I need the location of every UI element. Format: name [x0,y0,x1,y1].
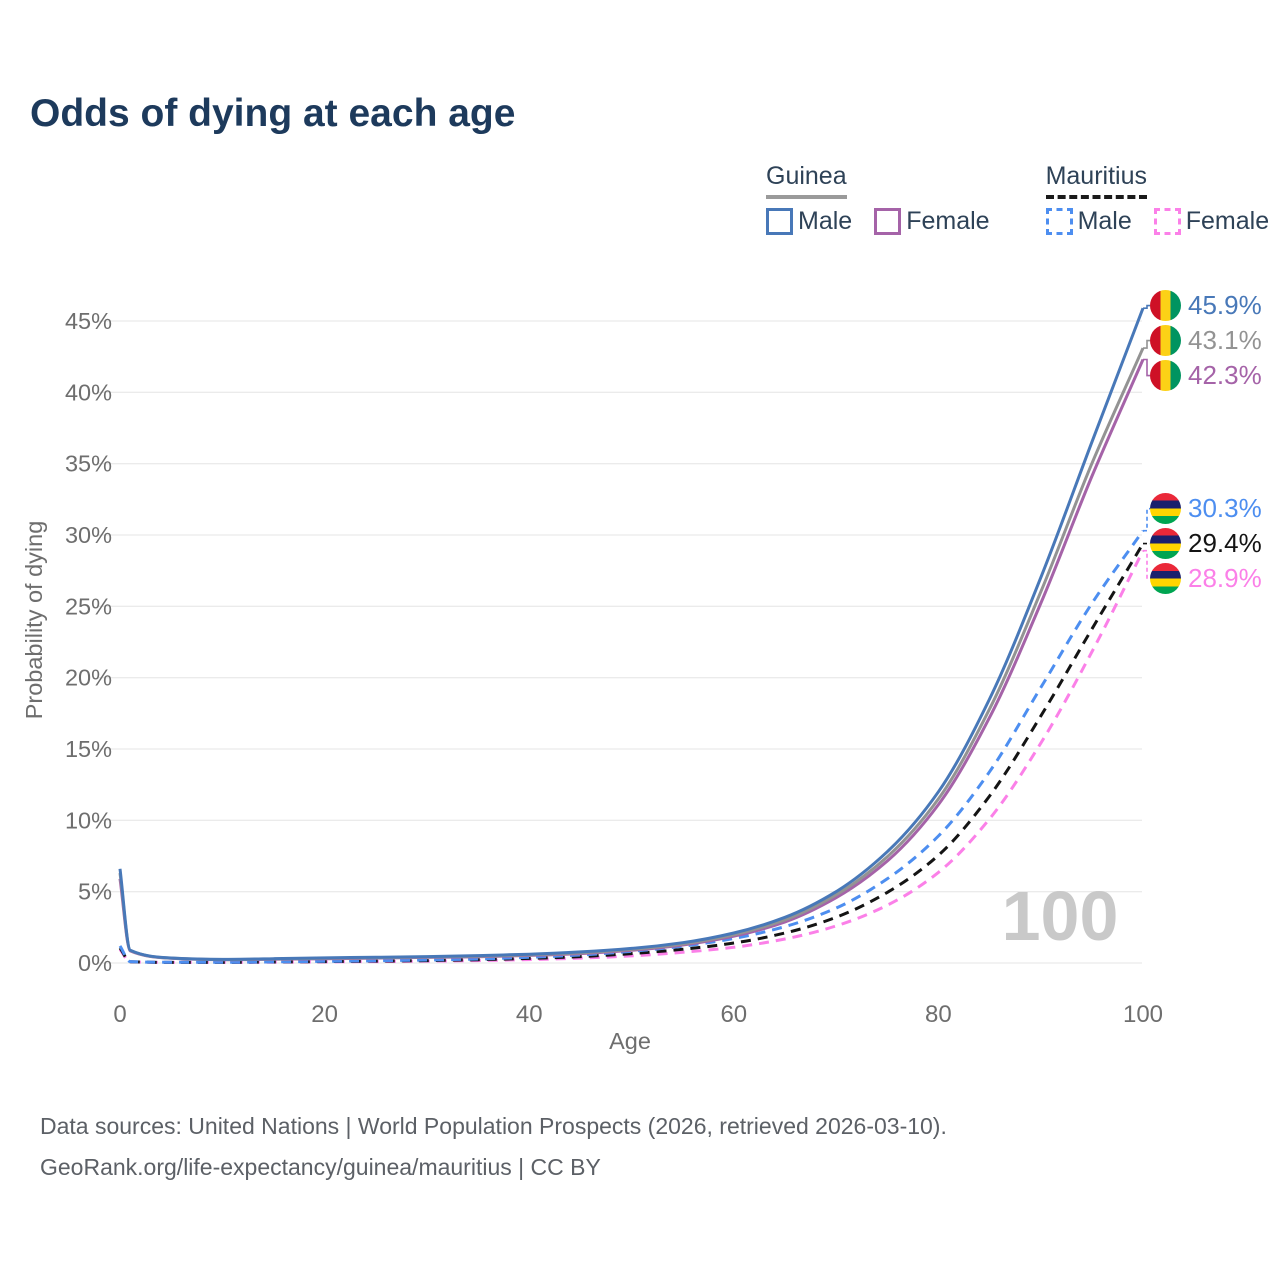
y-tick-label: 40% [65,379,112,405]
data-sources-line: Data sources: United Nations | World Pop… [40,1113,947,1139]
end-label-mauritius-both: 29.4% [1150,527,1262,561]
legend-label: Female [1185,207,1270,235]
end-value: 29.4% [1188,528,1262,559]
y-axis-title: Probability of dying [21,521,47,720]
y-tick-label: 10% [65,807,112,833]
legend-group-guinea: Guinea Male Female [766,162,990,236]
x-tick-label: 100 [1123,1001,1163,1028]
end-label-guinea-male: 45.9% [1150,289,1262,323]
end-label-connector [1143,358,1150,377]
source-url-line: GeoRank.org/life-expectancy/guinea/mauri… [40,1154,601,1180]
series-line-guinea-female[interactable] [118,358,1145,962]
y-tick-label: 30% [65,522,112,548]
page-title: Odds of dying at each age [30,92,516,135]
x-axis-title: Age [609,1028,651,1054]
x-tick-label: 40 [516,1001,543,1028]
end-label-guinea-both: 43.1% [1150,324,1262,358]
series-line-guinea-both-sexes[interactable] [118,347,1145,962]
y-tick-label: 20% [65,665,112,691]
mauritius-flag-icon [1150,528,1181,560]
legend-label: Male [1077,207,1132,235]
x-tick-label: 20 [311,1001,338,1028]
age-watermark: 100 [1002,877,1119,955]
guinea-flag-icon [1150,290,1181,322]
y-tick-label: 35% [65,451,112,477]
guinea-female-swatch-icon [874,208,902,235]
end-value: 45.9% [1188,290,1262,321]
guinea-male-swatch-icon [766,208,793,235]
mauritius-male-swatch-icon [1045,208,1073,235]
end-label-mauritius-female: 28.9% [1150,562,1262,596]
end-value: 43.1% [1188,325,1262,356]
mauritius-female-swatch-icon [1153,208,1181,235]
legend: Guinea Male Female Mauritius Male [766,162,1269,236]
legend-label: Male [798,207,853,235]
mauritius-flag-icon [1150,563,1181,595]
legend-item-guinea-female[interactable]: Female [874,207,990,236]
attribution: Data sources: United Nations | World Pop… [40,1106,947,1188]
legend-country-guinea[interactable]: Guinea [766,162,847,199]
guinea-flag-icon [1150,360,1181,392]
legend-row-guinea: Male Female [766,207,990,236]
x-tick-label: 60 [720,1001,747,1028]
legend-item-guinea-male[interactable]: Male [766,207,852,236]
y-tick-label: 0% [78,950,112,976]
end-label-mauritius-male: 30.3% [1150,492,1262,526]
legend-item-mauritius-female[interactable]: Female [1153,207,1270,236]
x-tick-label: 0 [113,1001,126,1028]
legend-item-mauritius-male[interactable]: Male [1045,207,1132,236]
end-value: 42.3% [1188,360,1262,391]
series-line-mauritius-male[interactable] [118,529,1145,964]
end-value: 30.3% [1188,493,1262,524]
legend-label: Female [906,207,990,235]
end-label-connector [1143,339,1150,349]
end-label-connector [1143,549,1150,580]
y-tick-label: 15% [65,736,112,762]
series-line-mauritius-female[interactable] [118,550,1145,964]
end-label-guinea-female: 42.3% [1150,359,1262,393]
legend-country-mauritius[interactable]: Mauritius [1045,162,1147,199]
y-tick-label: 5% [78,879,112,905]
x-tick-label: 80 [925,1001,952,1028]
series-line-guinea-male[interactable] [118,307,1145,961]
legend-group-mauritius: Mauritius Male Female [1045,162,1270,236]
y-tick-label: 25% [65,593,112,619]
end-label-connector [1143,304,1150,309]
end-label-connector [1143,507,1150,532]
y-tick-label: 45% [65,308,112,334]
end-value: 28.9% [1188,563,1262,594]
legend-row-mauritius: Male Female [1045,207,1270,236]
mauritius-flag-icon [1150,493,1181,525]
guinea-flag-icon [1150,325,1181,357]
